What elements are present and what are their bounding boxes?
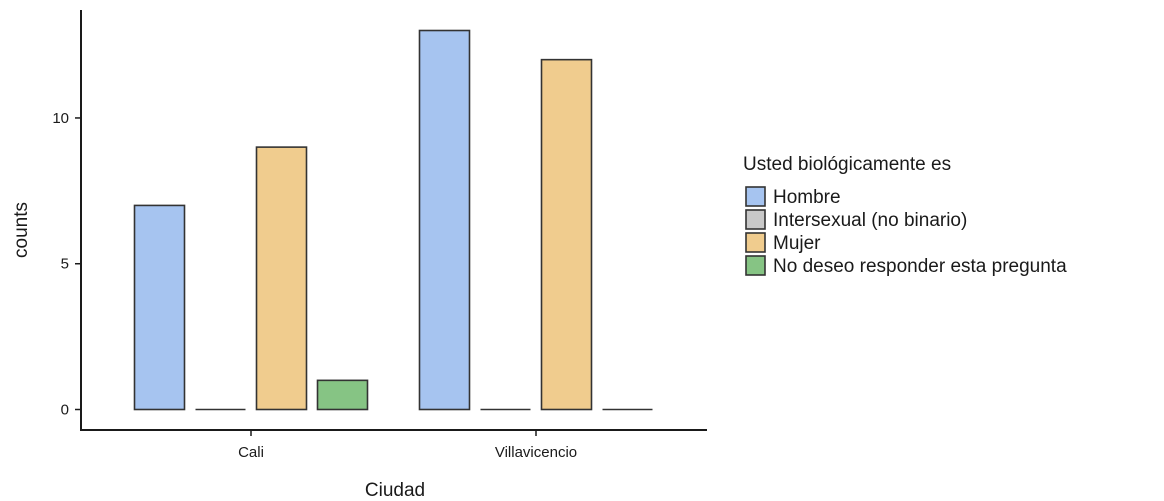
legend-label: Hombre [773,187,841,208]
legend-swatch [745,255,766,276]
bar [316,379,369,411]
legend: Usted biológicamente es HombreIntersexua… [743,154,1067,277]
y-tick-label: 5 [61,256,69,273]
legend-label: Intersexual (no binario) [773,210,967,231]
y-tick-label: 10 [52,110,69,127]
legend-swatch [745,186,766,207]
bar [133,204,186,411]
bars-layer [133,29,653,411]
x-axis-title: Ciudad [365,480,425,501]
x-tick-label: Cali [238,444,264,461]
y-axis-title: counts [11,202,32,258]
bar [255,146,308,411]
legend-swatch [745,232,766,253]
legend-swatch [745,209,766,230]
bar [540,58,593,411]
legend-label: Mujer [773,233,821,254]
bar [418,29,471,411]
legend-label: No deseo responder esta pregunta [773,256,1067,277]
x-tick-label: Villavicencio [495,444,577,461]
y-tick-label: 0 [61,402,69,419]
legend-title: Usted biológicamente es [743,154,951,175]
axes-layer: 0 5 10 Cali Villavicencio [52,10,707,461]
